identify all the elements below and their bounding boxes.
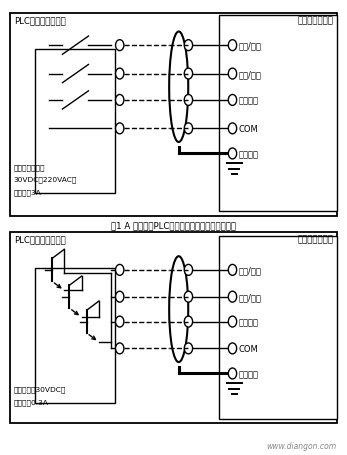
Circle shape [116, 265, 124, 276]
Circle shape [116, 69, 124, 80]
Circle shape [228, 368, 237, 379]
Circle shape [184, 265, 193, 276]
Circle shape [116, 40, 124, 51]
Circle shape [184, 95, 193, 106]
Text: COM: COM [239, 125, 259, 134]
Text: 30VDC或220VAC，: 30VDC或220VAC， [14, 177, 77, 183]
Circle shape [228, 292, 237, 303]
Circle shape [184, 292, 193, 303]
Text: 段速控制: 段速控制 [239, 96, 259, 105]
Circle shape [116, 292, 124, 303]
Bar [35, 50, 115, 193]
Circle shape [116, 124, 124, 135]
Circle shape [184, 316, 193, 327]
Text: 变频器输入端子: 变频器输入端子 [297, 16, 333, 25]
Circle shape [228, 69, 237, 80]
Text: 继电器输入电压: 继电器输入电压 [14, 164, 45, 170]
Text: www.diangon.com: www.diangon.com [266, 441, 337, 450]
Text: PLC继电器输出部分: PLC继电器输出部分 [14, 16, 66, 25]
Circle shape [116, 343, 124, 354]
Circle shape [116, 316, 124, 327]
Text: 反转/停止: 反转/停止 [239, 70, 262, 79]
Circle shape [228, 95, 237, 106]
Bar [219, 237, 337, 419]
Text: PLC继电器输出部分: PLC继电器输出部分 [14, 234, 66, 243]
Text: 变频器输入端子: 变频器输入端子 [297, 234, 333, 243]
Bar [35, 268, 115, 403]
Circle shape [228, 124, 237, 135]
Bar [10, 232, 337, 423]
Ellipse shape [169, 32, 188, 143]
Text: 晶体管耐压30VDC，: 晶体管耐压30VDC， [14, 386, 66, 392]
Text: 图1 A 继电器型PLC输出与变频器连接的运行方式: 图1 A 继电器型PLC输出与变频器连接的运行方式 [111, 221, 236, 230]
Bar [219, 16, 337, 212]
Circle shape [228, 265, 237, 276]
Text: 额定电流3A: 额定电流3A [14, 189, 42, 196]
Circle shape [228, 149, 237, 160]
Circle shape [184, 343, 193, 354]
Text: 正转/停止: 正转/停止 [239, 41, 262, 51]
Circle shape [228, 316, 237, 327]
Bar [10, 14, 337, 216]
Text: 屏蔽接地: 屏蔽接地 [239, 150, 259, 159]
Text: 段速控制: 段速控制 [239, 318, 259, 326]
Text: 正转/停止: 正转/停止 [239, 266, 262, 275]
Text: COM: COM [239, 344, 259, 353]
Ellipse shape [169, 257, 188, 362]
Circle shape [184, 124, 193, 135]
Text: 屏蔽接地: 屏蔽接地 [239, 369, 259, 378]
Text: 反转/停止: 反转/停止 [239, 293, 262, 302]
Text: 额定电流0.3A: 额定电流0.3A [14, 399, 49, 405]
Circle shape [184, 40, 193, 51]
Circle shape [116, 95, 124, 106]
Circle shape [228, 343, 237, 354]
Circle shape [184, 69, 193, 80]
Circle shape [228, 40, 237, 51]
